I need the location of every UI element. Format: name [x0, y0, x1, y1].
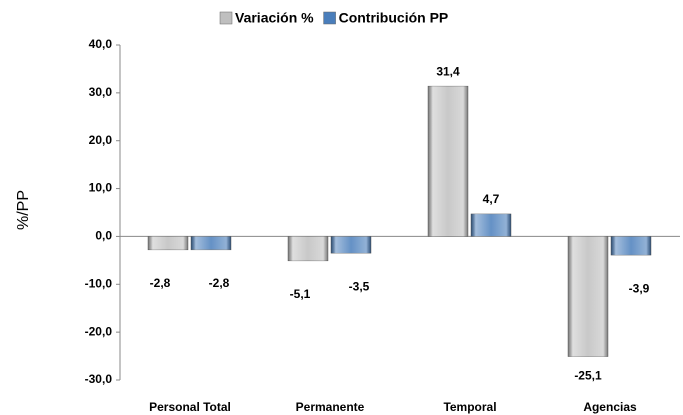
- data-label: -5,1: [290, 287, 311, 301]
- x-tick-label: Agencias: [583, 400, 637, 414]
- y-tick-label: 0,0: [95, 229, 112, 243]
- y-tick-label: 30,0: [89, 85, 113, 99]
- bar-bevel: [148, 236, 188, 250]
- y-tick-label: -20,0: [85, 324, 113, 338]
- x-tick-label: Temporal: [443, 400, 496, 414]
- bar-bevel: [428, 86, 468, 237]
- legend-label: Contribución PP: [339, 10, 449, 26]
- bar-bevel: [288, 236, 328, 261]
- y-tick-label: 40,0: [89, 37, 113, 51]
- y-axis-title: %/PP: [15, 190, 32, 230]
- x-tick-label: Personal Total: [149, 400, 231, 414]
- y-tick-label: 10,0: [89, 181, 113, 195]
- legend-swatch: [219, 11, 233, 25]
- y-tick-label: -10,0: [85, 276, 113, 290]
- data-label: -25,1: [574, 369, 602, 383]
- x-tick-label: Permanente: [296, 400, 365, 414]
- bar-bevel: [331, 236, 371, 254]
- bar-bevel: [611, 236, 651, 256]
- data-label: -3,5: [349, 279, 370, 293]
- data-label: 31,4: [436, 64, 460, 78]
- y-tick-label: 20,0: [89, 133, 113, 147]
- bar-bevel: [191, 236, 231, 250]
- data-label: -2,8: [209, 276, 230, 290]
- legend-swatch: [323, 11, 336, 25]
- legend-label: Variación %: [235, 10, 314, 26]
- y-tick-label: -30,0: [85, 372, 113, 386]
- data-label: -3,9: [629, 281, 650, 295]
- bar-bevel: [568, 236, 608, 357]
- bar-bevel: [471, 213, 511, 237]
- data-label: -2,8: [150, 276, 171, 290]
- data-label: 4,7: [483, 192, 500, 206]
